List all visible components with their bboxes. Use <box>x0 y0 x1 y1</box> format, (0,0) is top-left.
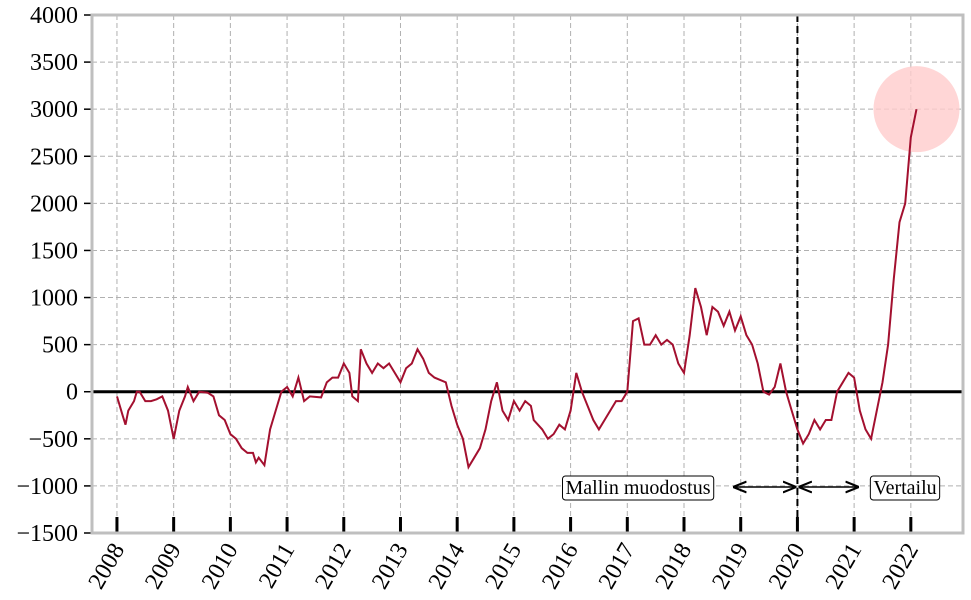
x-tick-label: 2008 <box>84 539 131 594</box>
annotation: Mallin muodostus <box>561 475 715 501</box>
x-tick-label: 2009 <box>140 539 187 594</box>
annotation-text: Mallin muodostus <box>565 477 710 499</box>
annotation-text: Vertailu <box>873 477 936 499</box>
annotation-box <box>561 475 715 501</box>
x-tick-label: 2013 <box>367 539 414 594</box>
y-tick-label: 2500 <box>30 144 78 170</box>
x-tick-label: 2010 <box>197 539 244 594</box>
x-tick-label: 2011 <box>254 539 300 593</box>
y-tick-label: −1500 <box>16 521 78 547</box>
x-tick-label: 2014 <box>424 539 471 594</box>
y-tick-label: 0 <box>66 380 78 406</box>
plot-frame <box>90 13 965 535</box>
x-tick-label: 2018 <box>651 539 698 594</box>
annotation: Vertailu <box>869 475 941 501</box>
x-tick-label: 2012 <box>310 539 357 594</box>
y-tick-label: 3000 <box>30 97 78 123</box>
x-tick-label: 2015 <box>481 539 528 594</box>
x-tick-label: 2022 <box>878 539 925 594</box>
annotation-box <box>869 475 941 501</box>
y-tick-label: 500 <box>42 333 78 359</box>
y-tick-label: 1500 <box>30 238 78 264</box>
y-tick-label: −500 <box>28 427 78 453</box>
x-tick-label: 2021 <box>821 539 868 594</box>
x-tick-label: 2017 <box>594 539 641 594</box>
series-line <box>116 109 918 470</box>
x-tick-label: 2020 <box>764 539 811 594</box>
y-tick-label: 4000 <box>30 3 78 29</box>
x-tick-label: 2019 <box>707 539 754 594</box>
y-tick-label: 2000 <box>30 191 78 217</box>
y-tick-label: 1000 <box>30 286 78 312</box>
y-tick-label: 3500 <box>30 50 78 76</box>
x-tick-label: 2016 <box>537 539 584 594</box>
y-tick-label: −1000 <box>16 474 78 500</box>
highlight <box>873 66 960 153</box>
